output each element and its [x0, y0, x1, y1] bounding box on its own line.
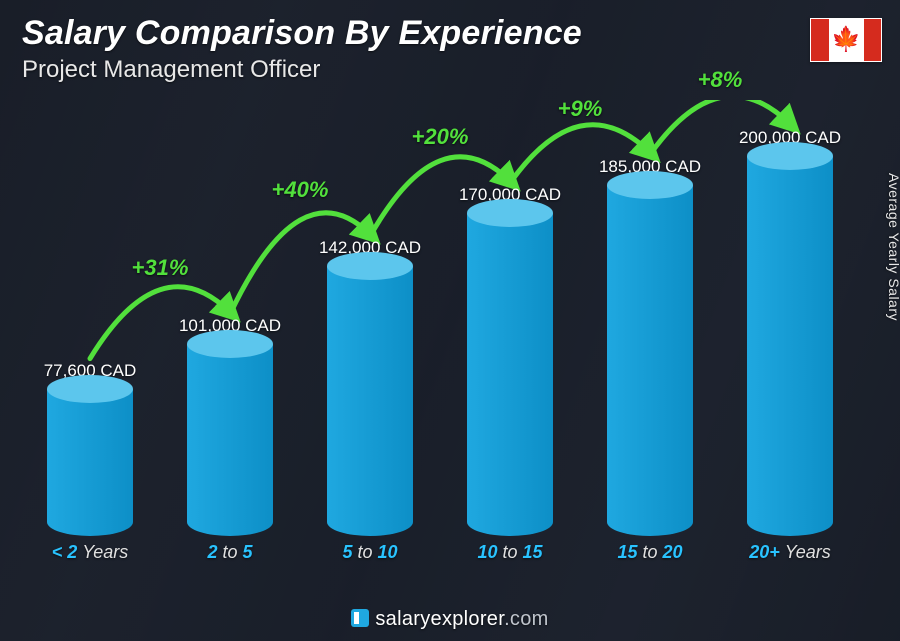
delta-percent-label: +20% — [412, 124, 469, 150]
bar: 185,000 CAD — [590, 157, 710, 537]
country-flag-canada: 🍁 — [810, 18, 882, 62]
bar-shape — [747, 156, 833, 536]
maple-leaf-icon: 🍁 — [831, 28, 861, 52]
delta-percent-label: +31% — [132, 255, 189, 281]
bar: 200,000 CAD — [730, 128, 850, 536]
footer: salaryexplorer.com — [0, 608, 900, 631]
bars-container: 77,600 CAD101,000 CAD142,000 CAD170,000 … — [20, 100, 860, 536]
page-title: Salary Comparison By Experience — [22, 14, 582, 53]
bar-shape — [467, 213, 553, 536]
x-axis-label: < 2 Years — [30, 542, 150, 570]
x-axis-label: 5 to 10 — [310, 542, 430, 570]
x-axis-label: 15 to 20 — [590, 542, 710, 570]
salary-bar-chart: 77,600 CAD101,000 CAD142,000 CAD170,000 … — [20, 100, 860, 570]
bar: 170,000 CAD — [450, 185, 570, 536]
delta-percent-label: +8% — [698, 67, 743, 93]
page-subtitle: Project Management Officer — [22, 56, 320, 84]
brand-label: salaryexplorer.com — [351, 608, 548, 630]
delta-percent-label: +40% — [272, 177, 329, 203]
bar-shape — [47, 389, 133, 536]
bar: 101,000 CAD — [170, 316, 290, 536]
delta-percent-label: +9% — [558, 96, 603, 122]
brand-logo-icon — [351, 609, 369, 627]
y-axis-label: Average Yearly Salary — [886, 173, 900, 321]
bar-shape — [187, 344, 273, 536]
bar: 142,000 CAD — [310, 238, 430, 536]
x-axis-label: 10 to 15 — [450, 542, 570, 570]
x-axis-label: 20+ Years — [730, 542, 850, 570]
x-axis-labels: < 2 Years 2 to 5 5 to 10 10 to 15 15 to 20 20… — [20, 542, 860, 570]
infographic-stage: Salary Comparison By Experience Project … — [0, 0, 900, 641]
bar-shape — [327, 266, 413, 536]
bar-shape — [607, 185, 693, 537]
x-axis-label: 2 to 5 — [170, 542, 290, 570]
bar: 77,600 CAD — [30, 361, 150, 536]
